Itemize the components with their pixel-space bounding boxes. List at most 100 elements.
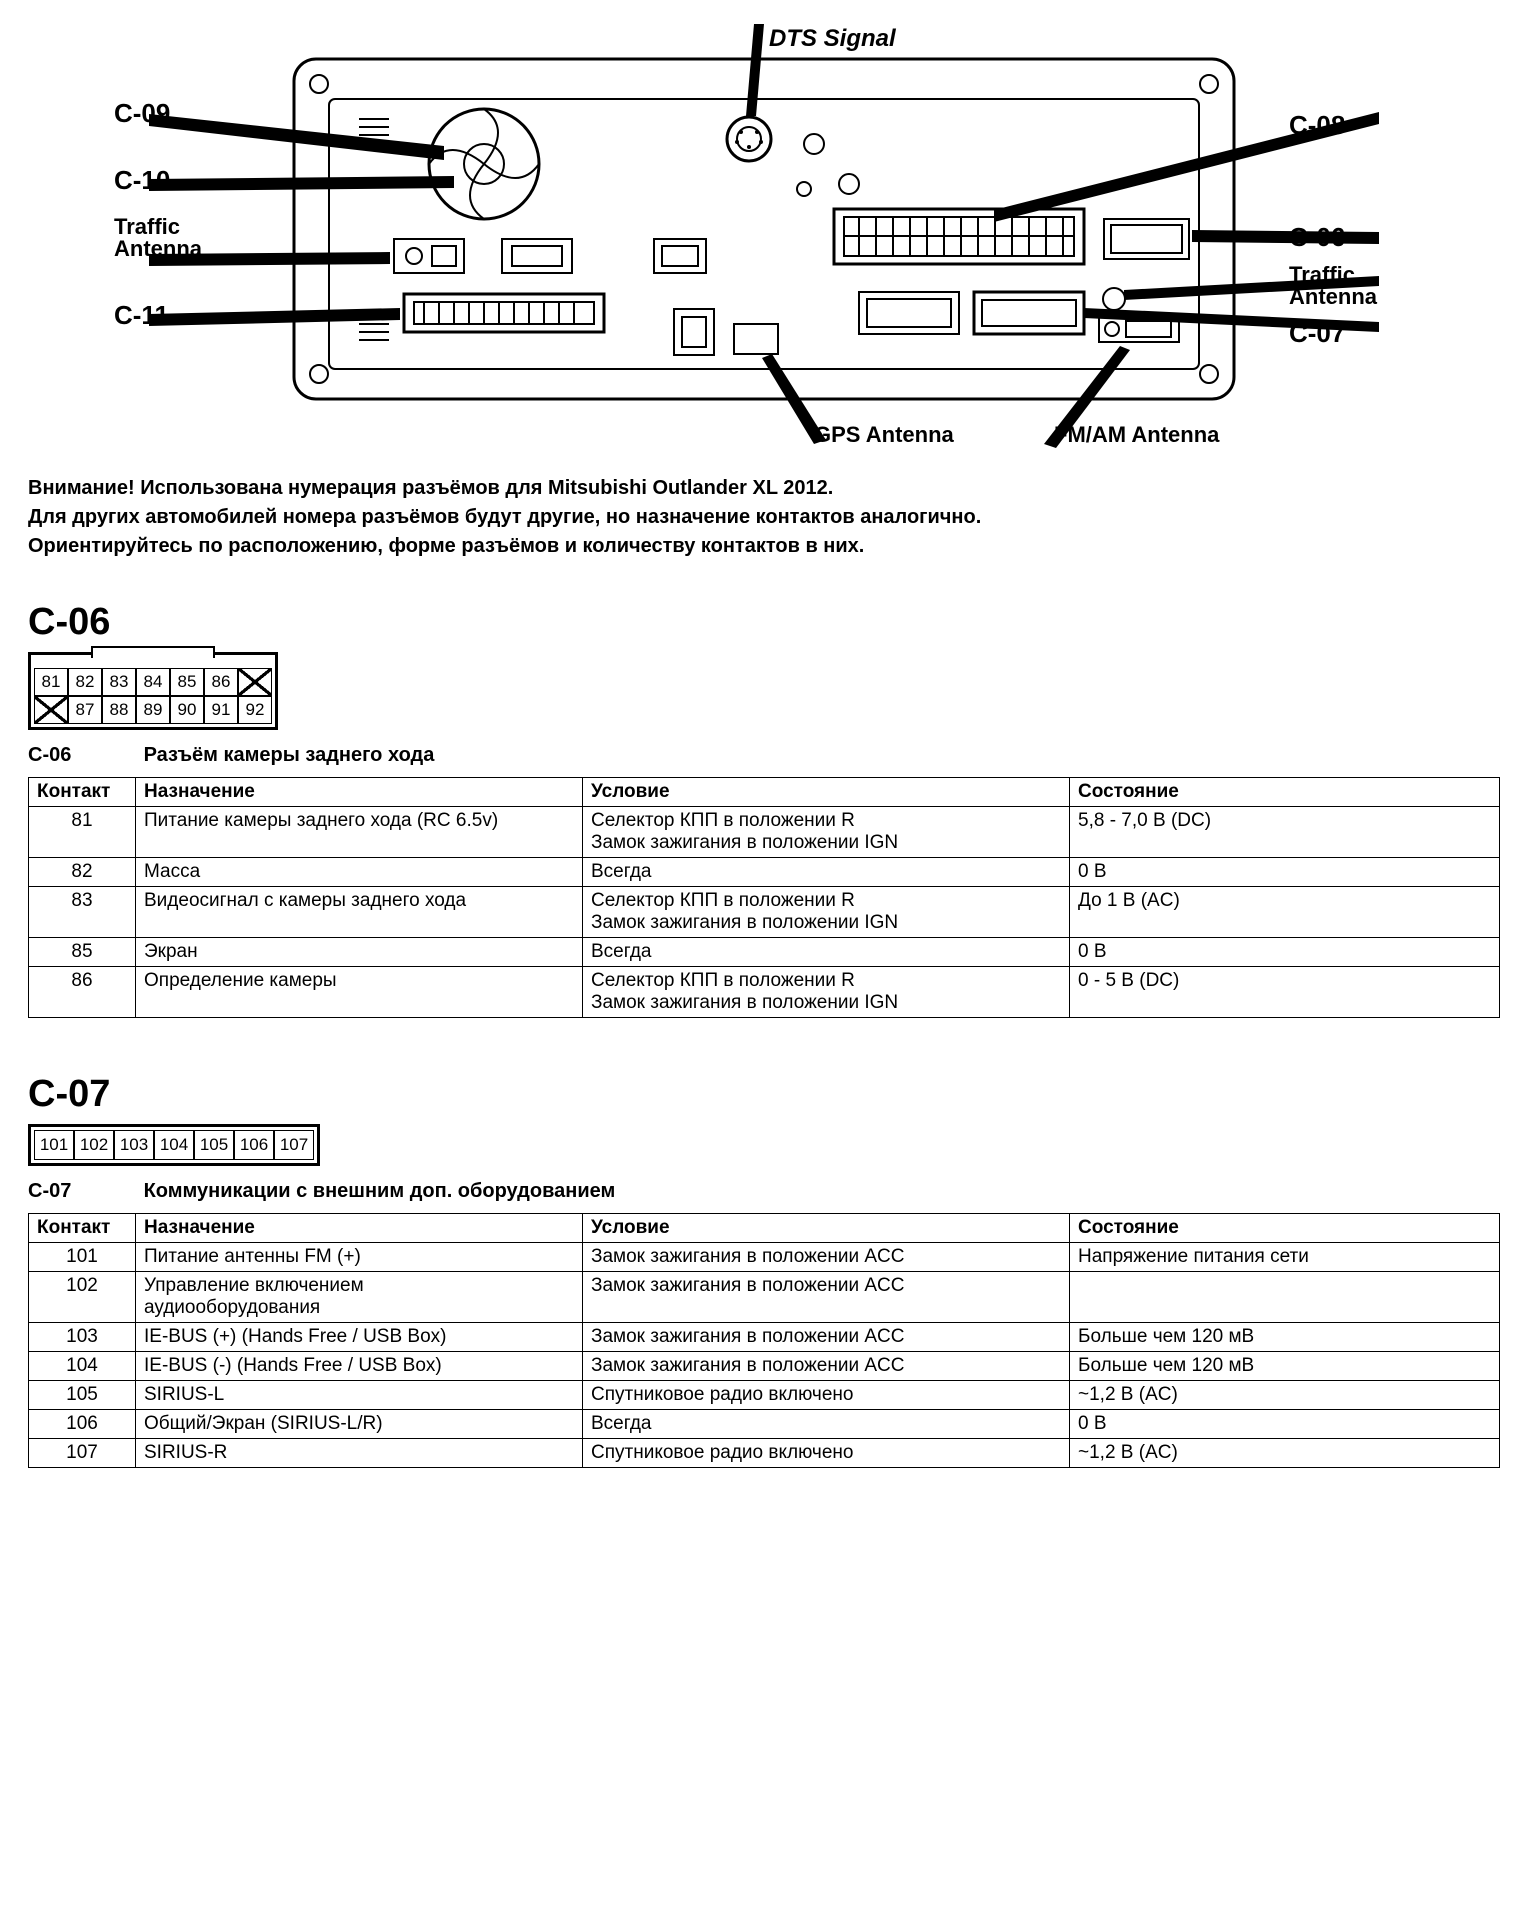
table-row: 103IE-BUS (+) (Hands Free / USB Box)Замо… [29, 1323, 1500, 1352]
cell-purpose: Определение камеры [136, 967, 583, 1018]
cell-condition: Селектор КПП в положении RЗамок зажигани… [583, 807, 1070, 858]
table-row: 107SIRIUS-RСпутниковое радио включено~1,… [29, 1439, 1500, 1468]
cell-contact: 104 [29, 1352, 136, 1381]
cell-contact: 102 [29, 1272, 136, 1323]
label-traffic-l: TrafficAntenna [114, 214, 203, 261]
cell-condition: Спутниковое радио включено [583, 1381, 1070, 1410]
pinout-cell [34, 696, 68, 724]
cell-condition: Всегда [583, 858, 1070, 887]
c07-pinout-diagram: 101102103104105106107 [28, 1124, 1500, 1166]
table-row: 85ЭкранВсегда0 В [29, 938, 1500, 967]
pinout-cell: 105 [194, 1130, 234, 1160]
table-header-row: Контакт Назначение Условие Состояние [29, 778, 1500, 807]
label-gps: GPS Antenna [814, 422, 955, 447]
cell-purpose: Общий/Экран (SIRIUS-L/R) [136, 1410, 583, 1439]
pinout-cell: 102 [74, 1130, 114, 1160]
pinout-cell: 89 [136, 696, 170, 724]
cell-contact: 106 [29, 1410, 136, 1439]
c06-heading: C-06 [28, 601, 1500, 644]
cell-state: 0 В [1070, 1410, 1500, 1439]
table-row: 86Определение камерыСелектор КПП в полож… [29, 967, 1500, 1018]
pinout-cell: 106 [234, 1130, 274, 1160]
cell-contact: 83 [29, 887, 136, 938]
c06-subheading: C-06 Разъём камеры заднего хода [28, 744, 1500, 767]
pinout-cell: 92 [238, 696, 272, 724]
cell-purpose: SIRIUS-L [136, 1381, 583, 1410]
th-contact: Контакт [29, 1214, 136, 1243]
th-cond: Условие [583, 778, 1070, 807]
connector-diagram: .stk { fill:none; stroke:#000; stroke-wi… [28, 24, 1500, 454]
c07-subheading: C-07 Коммуникации с внешним доп. оборудо… [28, 1180, 1500, 1203]
cell-condition: Спутниковое радио включено [583, 1439, 1070, 1468]
c07-table: Контакт Назначение Условие Состояние 101… [28, 1213, 1500, 1468]
table-row: 104IE-BUS (-) (Hands Free / USB Box)Замо… [29, 1352, 1500, 1381]
traffic-antenna-left [394, 239, 464, 273]
th-state: Состояние [1070, 1214, 1500, 1243]
pinout-cell: 87 [68, 696, 102, 724]
cell-contact: 81 [29, 807, 136, 858]
cell-state: Больше чем 120 мВ [1070, 1323, 1500, 1352]
table-row: 105SIRIUS-LСпутниковое радио включено~1,… [29, 1381, 1500, 1410]
cell-condition: Замок зажигания в положении ACC [583, 1352, 1070, 1381]
pinout-cell: 103 [114, 1130, 154, 1160]
pinout-cell: 107 [274, 1130, 314, 1160]
cell-state: До 1 В (AC) [1070, 887, 1500, 938]
pinout-cell: 84 [136, 668, 170, 696]
arrow-c06 [1192, 230, 1379, 244]
arrow-c10 [149, 176, 454, 191]
pinout-cell: 86 [204, 668, 238, 696]
pinout-cell: 83 [102, 668, 136, 696]
cell-state: ~1,2 В (AC) [1070, 1439, 1500, 1468]
label-fmam: FM/AM Antenna [1054, 422, 1220, 447]
pinout-cell: 85 [170, 668, 204, 696]
table-row: 106Общий/Экран (SIRIUS-L/R)Всегда0 В [29, 1410, 1500, 1439]
label-c11: C-11 [114, 300, 169, 330]
table-row: 102Управление включениемаудиооборудовани… [29, 1272, 1500, 1323]
cell-state: 5,8 - 7,0 В (DC) [1070, 807, 1500, 858]
cell-state: 0 - 5 В (DC) [1070, 967, 1500, 1018]
cell-purpose: IE-BUS (+) (Hands Free / USB Box) [136, 1323, 583, 1352]
cell-state: 0 В [1070, 858, 1500, 887]
cell-condition: Селектор КПП в положении RЗамок зажигани… [583, 887, 1070, 938]
c07-sub-title: Коммуникации с внешним доп. оборудование… [144, 1180, 616, 1202]
cell-condition: Замок зажигания в положении ACC [583, 1323, 1070, 1352]
cell-state: Напряжение питания сети [1070, 1243, 1500, 1272]
pinout-cell: 101 [34, 1130, 74, 1160]
cell-contact: 105 [29, 1381, 136, 1410]
cell-state: 0 В [1070, 938, 1500, 967]
th-purpose: Назначение [136, 1214, 583, 1243]
c07-heading: C-07 [28, 1073, 1500, 1116]
th-state: Состояние [1070, 778, 1500, 807]
notice-line-3: Ориентируйтесь по расположению, форме ра… [28, 532, 1500, 561]
th-purpose: Назначение [136, 778, 583, 807]
cell-purpose: IE-BUS (-) (Hands Free / USB Box) [136, 1352, 583, 1381]
table-row: 101Питание антенны FM (+)Замок зажигания… [29, 1243, 1500, 1272]
cell-contact: 85 [29, 938, 136, 967]
pinout-cell: 81 [34, 668, 68, 696]
cell-condition: Замок зажигания в положении ACC [583, 1243, 1070, 1272]
cell-condition: Селектор КПП в положении RЗамок зажигани… [583, 967, 1070, 1018]
cell-purpose: Видеосигнал с камеры заднего хода [136, 887, 583, 938]
th-contact: Контакт [29, 778, 136, 807]
label-c06: C-06 [1289, 222, 1345, 252]
arrow-dts [746, 24, 764, 116]
notice-line-1: Внимание! Использована нумерация разъёмо… [28, 474, 1500, 503]
c06-pinout-diagram: 818283848586 878889909192 [28, 652, 1500, 730]
cell-purpose: Питание антенны FM (+) [136, 1243, 583, 1272]
label-c08: C-08 [1289, 110, 1345, 140]
label-c10: C-10 [114, 165, 170, 195]
cell-contact: 107 [29, 1439, 136, 1468]
cell-contact: 82 [29, 858, 136, 887]
cell-contact: 103 [29, 1323, 136, 1352]
diagram-svg: .stk { fill:none; stroke:#000; stroke-wi… [114, 24, 1414, 454]
cell-condition: Всегда [583, 938, 1070, 967]
table-row: 83Видеосигнал с камеры заднего ходаСелек… [29, 887, 1500, 938]
cell-state: ~1,2 В (AC) [1070, 1381, 1500, 1410]
c06-sub-title: Разъём камеры заднего хода [144, 744, 435, 766]
notice-text: Внимание! Использована нумерация разъёмо… [28, 474, 1500, 561]
c06-sub-conn: C-06 [28, 744, 138, 767]
pinout-cell: 91 [204, 696, 238, 724]
pinout-cell: 82 [68, 668, 102, 696]
cell-condition: Всегда [583, 1410, 1070, 1439]
cell-condition: Замок зажигания в положении ACC [583, 1272, 1070, 1323]
